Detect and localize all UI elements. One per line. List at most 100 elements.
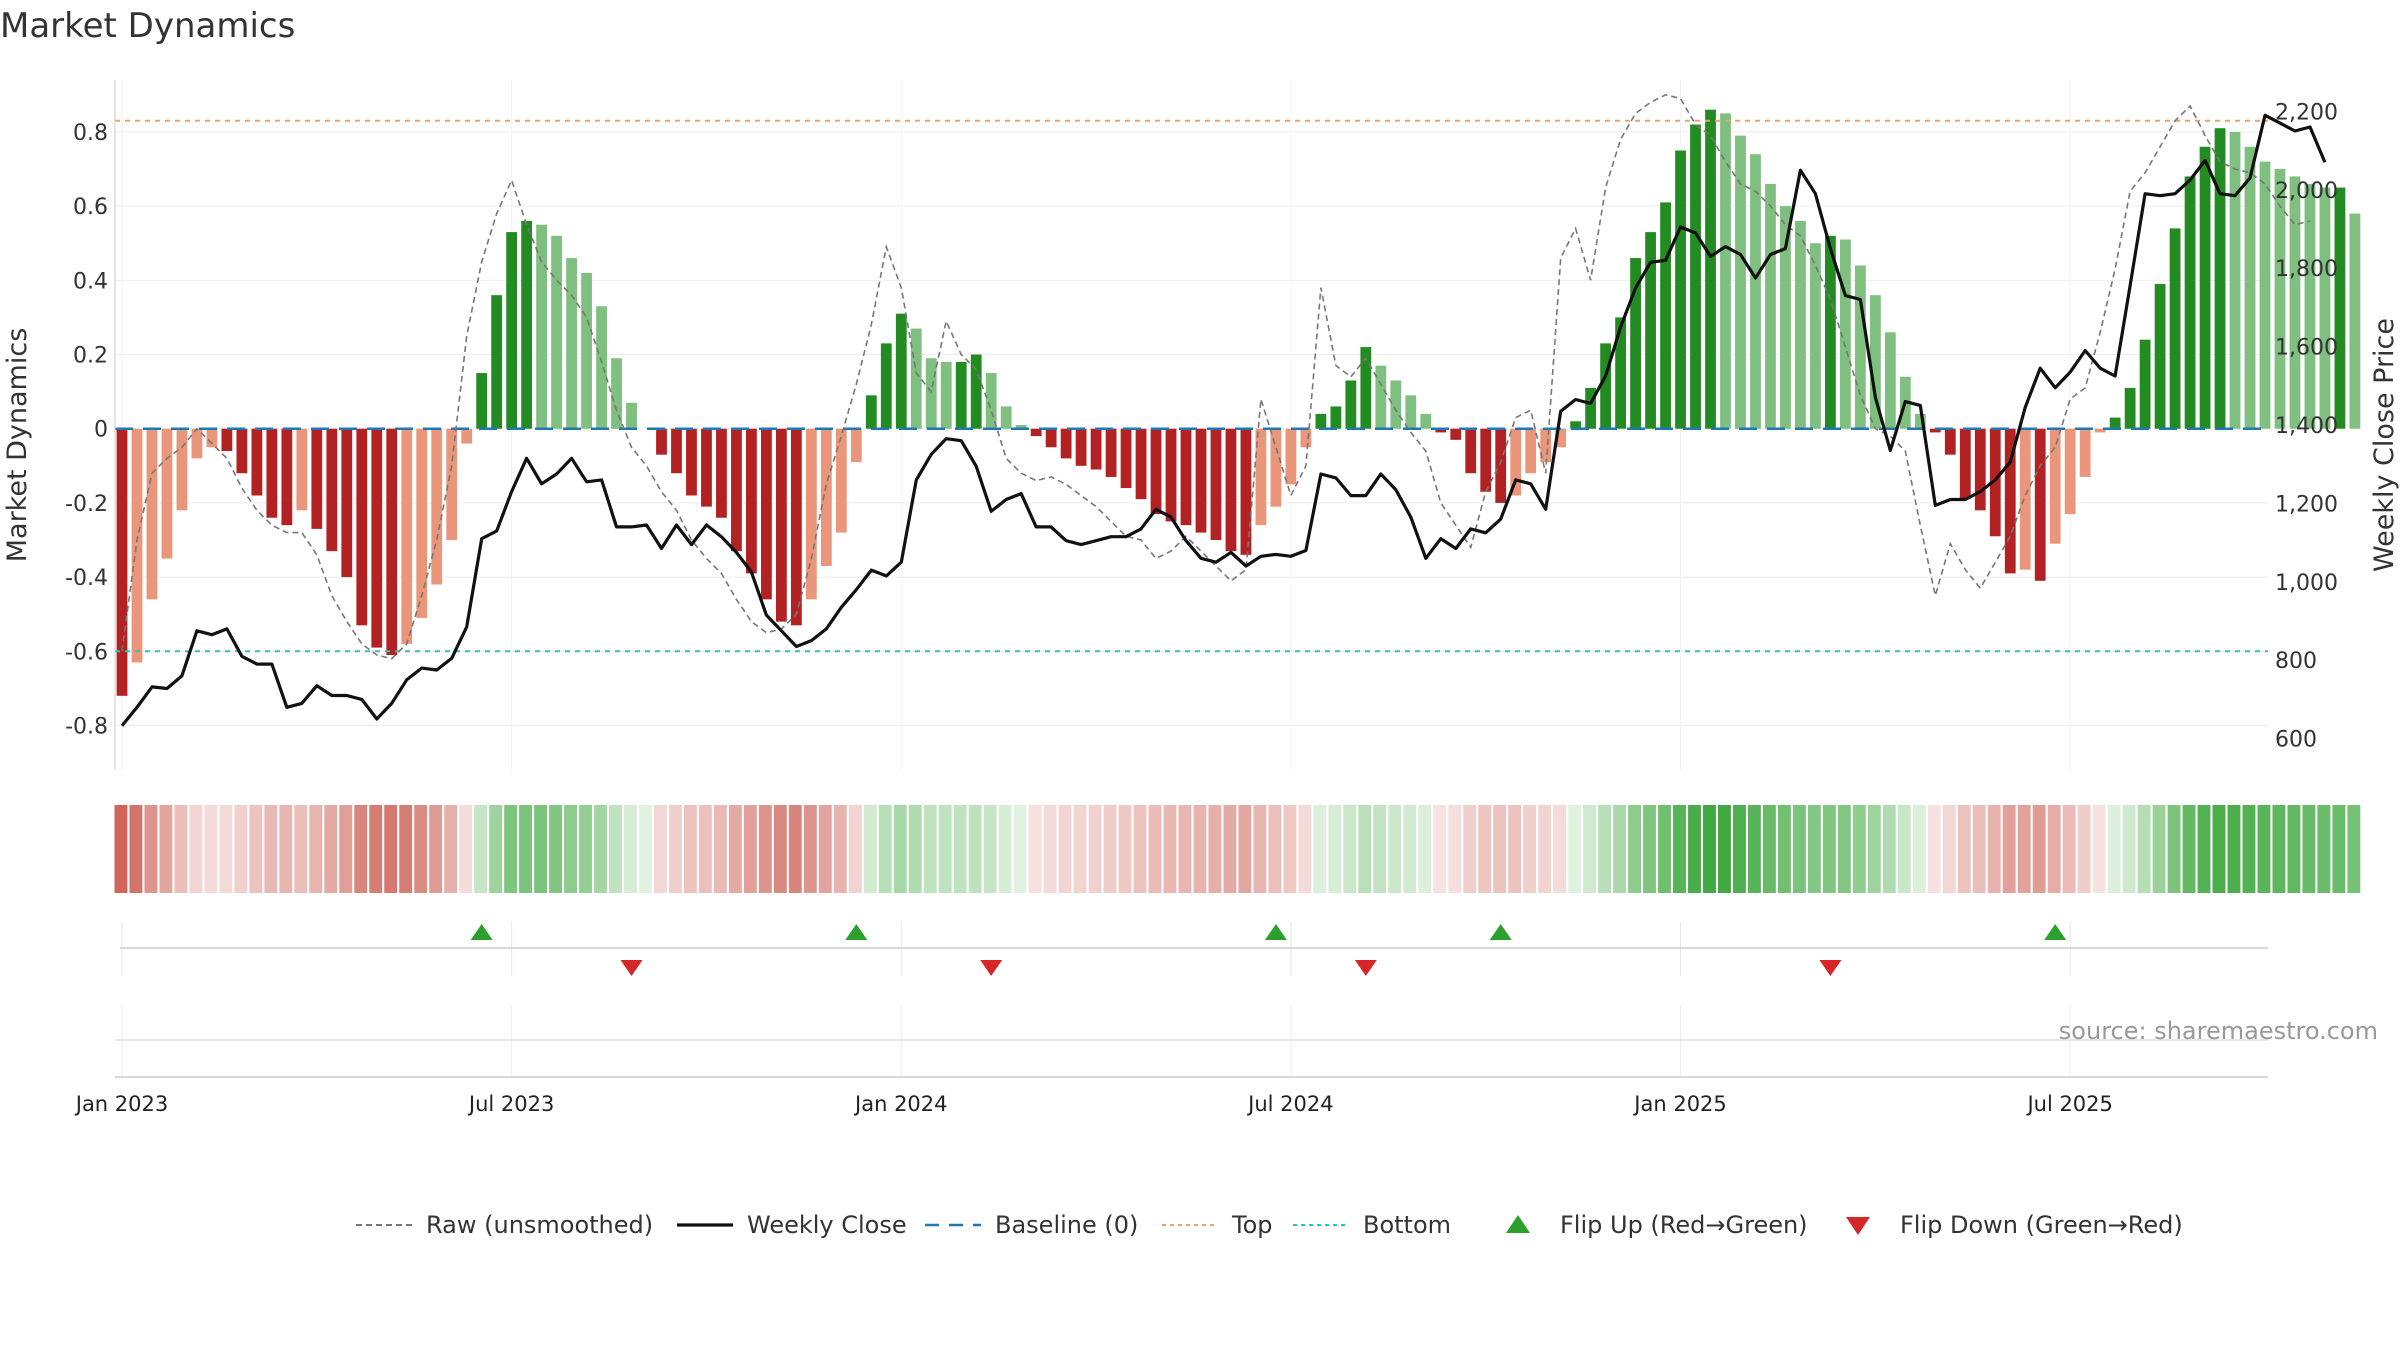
- heat-cell: [1688, 805, 1701, 893]
- heat-cell: [369, 805, 383, 893]
- momentum-bar: [536, 224, 548, 429]
- flip-up-marker: [1264, 924, 1287, 940]
- momentum-bar: [1060, 428, 1072, 459]
- momentum-bar: [2334, 187, 2346, 429]
- momentum-bar: [1225, 428, 1237, 552]
- y-axis-title: Market Dynamics: [2, 328, 33, 563]
- heat-cell: [968, 805, 982, 893]
- momentum-bar: [1974, 428, 1986, 511]
- momentum-bar: [2274, 169, 2286, 429]
- momentum-bar: [1914, 413, 1926, 429]
- momentum-bar: [1540, 428, 1552, 463]
- heat-cell: [579, 805, 592, 893]
- heat-cell: [309, 805, 323, 893]
- momentum-bar: [2019, 428, 2031, 570]
- heat-cell: [174, 805, 188, 893]
- momentum-bar: [835, 428, 847, 533]
- momentum-bar: [985, 373, 997, 429]
- momentum-bar: [761, 428, 772, 600]
- momentum-bar: [940, 361, 952, 429]
- heat-cell: [1403, 805, 1417, 893]
- heat-cell: [773, 805, 787, 893]
- momentum-bar: [1600, 343, 1612, 429]
- momentum-bar: [1195, 428, 1207, 533]
- momentum-bar: [2064, 428, 2076, 515]
- momentum-bar: [446, 428, 458, 540]
- heat-cell: [1478, 805, 1492, 893]
- momentum-bar: [2109, 417, 2121, 429]
- heat-cell: [1493, 805, 1507, 893]
- momentum-bar: [491, 295, 503, 429]
- momentum-bar: [1405, 395, 1417, 429]
- momentum-bar: [341, 428, 353, 578]
- momentum-bar: [656, 428, 667, 455]
- heat-cell: [1822, 805, 1836, 893]
- heat-cell: [758, 805, 772, 893]
- heat-cell: [1253, 805, 1267, 893]
- momentum-bar: [281, 428, 293, 526]
- legend-label: Baseline (0): [995, 1211, 1138, 1239]
- weekly-close-line: [120, 113, 2327, 727]
- heat-cell: [474, 805, 488, 893]
- momentum-bar: [1165, 428, 1177, 522]
- heat-cell: [1942, 805, 1956, 893]
- flip-up-marker: [2044, 924, 2067, 940]
- heat-cell: [1343, 805, 1357, 893]
- momentum-bar: [146, 428, 158, 600]
- heat-cell: [2227, 805, 2241, 893]
- heat-cell: [654, 805, 667, 893]
- momentum-bar: [611, 358, 622, 429]
- legend-item-baseline: Baseline (0): [925, 1211, 1138, 1239]
- momentum-bar: [626, 402, 637, 429]
- y2-tick-label: 1,000: [2275, 571, 2338, 596]
- x-tick-label: Jul 2025: [2025, 1092, 2112, 1116]
- momentum-bar: [1315, 413, 1327, 429]
- momentum-bar: [1555, 428, 1567, 448]
- heat-cell: [1088, 805, 1102, 893]
- legend-item-flip_down: Flip Down (Green→Red): [1846, 1211, 2183, 1239]
- heat-cell: [1058, 805, 1072, 893]
- momentum-bar: [1510, 428, 1522, 496]
- heat-cell: [983, 805, 997, 893]
- heat-cell: [1553, 805, 1567, 893]
- momentum-bar: [296, 428, 308, 511]
- heat-cell: [998, 805, 1012, 893]
- y-tick-label: -0.2: [65, 492, 108, 517]
- momentum-bar: [865, 395, 877, 429]
- heat-cell: [459, 805, 473, 893]
- heat-cell: [728, 805, 742, 893]
- momentum-bar: [1450, 428, 1462, 440]
- momentum-bar: [1735, 135, 1746, 429]
- heat-cell: [219, 805, 233, 893]
- x-tick-label: Jan 2025: [1632, 1092, 1727, 1116]
- heat-cell: [1388, 805, 1402, 893]
- momentum-bar: [1270, 428, 1282, 507]
- x-tick-label: Jan 2023: [74, 1092, 169, 1116]
- y2-tick-label: 1,800: [2275, 257, 2338, 282]
- heat-cell: [1882, 805, 1896, 893]
- momentum-bar: [880, 343, 892, 429]
- momentum-bar: [1570, 421, 1582, 429]
- flip-down-marker: [620, 960, 643, 976]
- y-tick-label: 0.8: [73, 121, 108, 146]
- heat-cell: [1163, 805, 1177, 893]
- heat-cell: [264, 805, 278, 893]
- heat-cell: [1463, 805, 1477, 893]
- momentum-bar: [2199, 146, 2211, 429]
- heat-cell: [668, 805, 682, 893]
- heat-cell: [384, 805, 398, 893]
- heat-cell: [818, 805, 832, 893]
- momentum-bar: [356, 428, 368, 626]
- momentum-bar: [2169, 228, 2181, 429]
- momentum-bar: [970, 354, 982, 429]
- heat-cell: [1268, 805, 1282, 893]
- momentum-bar: [266, 428, 278, 518]
- momentum-bar: [2229, 131, 2241, 429]
- momentum-bar: [955, 361, 967, 429]
- momentum-bar: [686, 428, 697, 496]
- heat-cell: [1313, 805, 1327, 893]
- x-tick-label: Jul 2023: [467, 1092, 554, 1116]
- momentum-bar: [1360, 347, 1372, 429]
- momentum-bar: [910, 328, 922, 429]
- x-tick-label: Jul 2024: [1246, 1092, 1333, 1116]
